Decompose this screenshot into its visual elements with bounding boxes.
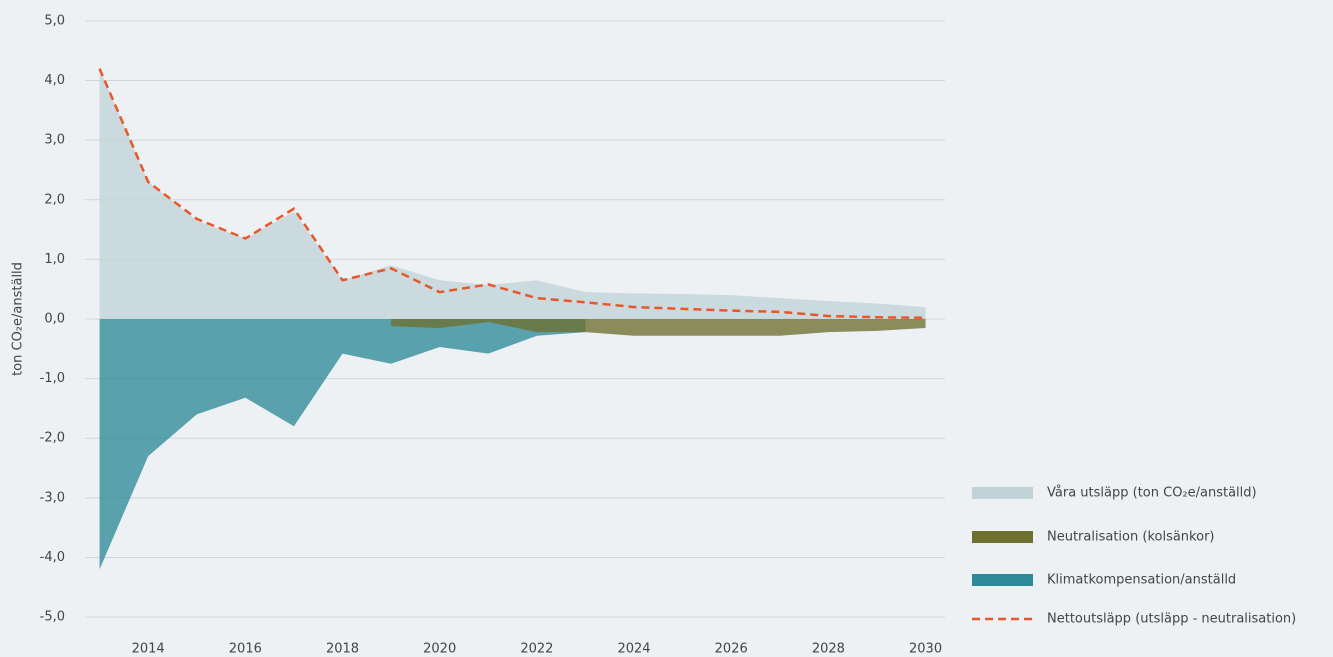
y-tick-label: 0,0 [44,312,65,327]
y-axis-label: ton CO₂e/anställd [11,262,26,376]
x-tick-label: 2028 [812,642,845,657]
legend-label: Neutralisation (kolsänkor) [1047,530,1214,545]
y-tick-label: -3,0 [40,490,65,505]
x-tick-label: 2030 [909,642,942,657]
x-tick-label: 2020 [423,642,456,657]
y-tick-label: 1,0 [44,252,65,267]
x-tick-label: 2018 [326,642,359,657]
legend-swatch [972,531,1033,543]
area [391,319,926,336]
x-tick-label: 2016 [229,642,262,657]
x-tick-label: 2026 [715,642,748,657]
y-tick-label: 5,0 [44,13,65,28]
legend-label: Klimatkompensation/anställd [1047,573,1236,588]
y-tick-label: 4,0 [44,73,65,88]
area [99,68,926,319]
x-tick-label: 2014 [132,642,165,657]
y-tick-label: -5,0 [40,610,65,625]
legend-label: Våra utsläpp (ton CO₂e/anställd) [1047,486,1257,501]
legend-label: Nettoutsläpp (utsläpp - neutralisation) [1047,612,1296,627]
x-tick-label: 2022 [520,642,553,657]
y-tick-label: 2,0 [44,192,65,207]
legend-swatch [972,574,1033,586]
area [99,319,586,570]
y-tick-label: -2,0 [40,431,65,446]
x-tick-label: 2024 [617,642,650,657]
y-tick-label: -1,0 [40,371,65,386]
y-tick-label: 3,0 [44,133,65,148]
legend-swatch [972,487,1033,499]
line [98,68,926,320]
y-tick-label: -4,0 [40,550,65,565]
